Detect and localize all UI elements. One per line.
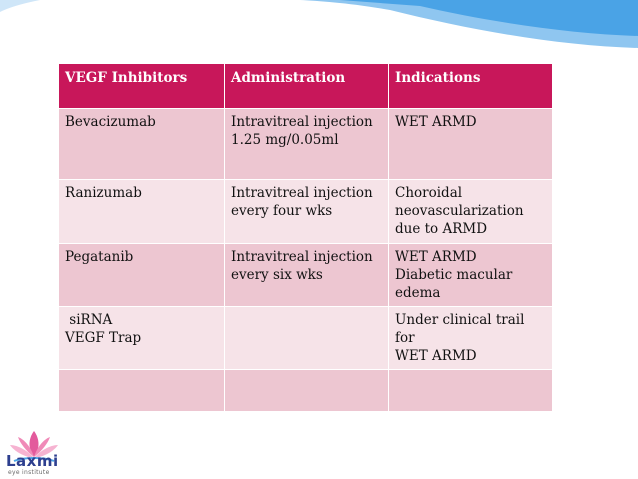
table-header-row: VEGF Inhibitors Administration Indicatio… xyxy=(58,63,553,109)
table-row xyxy=(58,369,553,412)
cell-text: WET ARMD xyxy=(395,348,477,364)
cell-text: every four wks xyxy=(231,203,333,219)
cell-text: due to ARMD xyxy=(395,221,488,237)
cell-text: Diabetic macular xyxy=(395,267,513,283)
cell-text: neovascularization xyxy=(395,203,524,219)
cell-text: Under clinical trail for xyxy=(395,312,525,346)
administration-cell: Intravitreal injection every four wks xyxy=(224,179,389,244)
indications-cell: WET ARMD Diabetic macular edema xyxy=(388,243,553,307)
cell-text: WET ARMD xyxy=(395,114,477,130)
inhibitor-cell: siRNA VEGF Trap xyxy=(58,306,225,370)
administration-cell: Intravitreal injection 1.25 mg/0.05ml xyxy=(224,108,389,180)
cell-text: Bevacizumab xyxy=(65,114,156,130)
cell-text: Pegatanib xyxy=(65,249,134,265)
cell-text: edema xyxy=(395,285,441,301)
header-wave-decoration xyxy=(0,0,638,48)
indications-cell: Choroidal neovascularization due to ARMD xyxy=(388,179,553,244)
cell-text: Intravitreal injection xyxy=(231,114,373,130)
inhibitor-cell: Bevacizumab xyxy=(58,108,225,180)
inhibitor-cell: Pegatanib xyxy=(58,243,225,307)
vegf-inhibitors-table: VEGF Inhibitors Administration Indicatio… xyxy=(58,63,553,412)
indications-cell: Under clinical trail for WET ARMD xyxy=(388,306,553,370)
cell-text: Intravitreal injection xyxy=(231,185,373,201)
laxmi-lotus-logo-icon xyxy=(10,431,58,462)
cell-text: Ranizumab xyxy=(65,185,142,201)
header-vegf-inhibitors: VEGF Inhibitors xyxy=(58,63,225,109)
logo-name: Laxmi xyxy=(6,452,59,470)
cell-text: WET ARMD xyxy=(395,249,477,265)
header-administration: Administration xyxy=(224,63,389,109)
cell-text: siRNA xyxy=(65,312,113,328)
administration-cell: Intravitreal injection every six wks xyxy=(224,243,389,307)
table-row: Bevacizumab Intravitreal injection 1.25 … xyxy=(58,108,553,180)
cell-text: Intravitreal injection xyxy=(231,249,373,265)
cell-text: every six wks xyxy=(231,267,323,283)
table-row: Ranizumab Intravitreal injection every f… xyxy=(58,179,553,244)
administration-cell xyxy=(224,306,389,370)
indications-cell: WET ARMD xyxy=(388,108,553,180)
cell-text: Choroidal xyxy=(395,185,463,201)
logo-subtitle: eye institute xyxy=(8,469,50,476)
inhibitor-cell xyxy=(58,369,225,412)
table-row: Pegatanib Intravitreal injection every s… xyxy=(58,243,553,307)
indications-cell xyxy=(388,369,553,412)
cell-text: VEGF Trap xyxy=(65,330,142,346)
inhibitor-cell: Ranizumab xyxy=(58,179,225,244)
cell-text: 1.25 mg/0.05ml xyxy=(231,132,339,148)
administration-cell xyxy=(224,369,389,412)
table-row: siRNA VEGF Trap Under clinical trail for… xyxy=(58,306,553,370)
header-indications: Indications xyxy=(388,63,553,109)
